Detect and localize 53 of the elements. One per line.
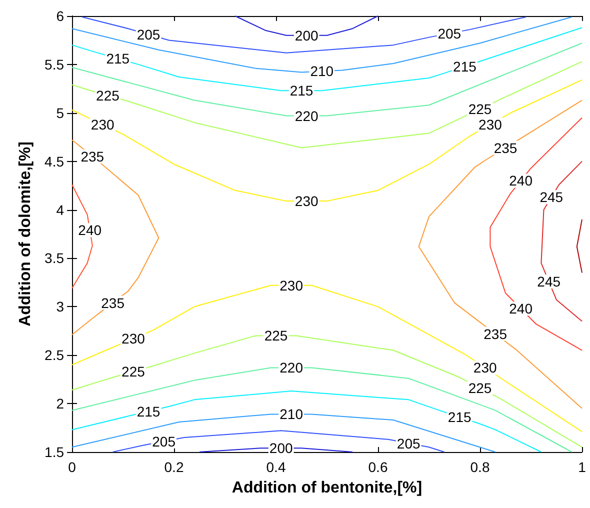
y-tick-label: 2.5 bbox=[44, 347, 64, 364]
x-tick-label: 0.4 bbox=[266, 459, 286, 475]
y-tick-label: 6 bbox=[56, 8, 64, 24]
y-axis-title: Addition of dolomite,[%] bbox=[17, 142, 34, 326]
annotation: 240 bbox=[509, 300, 533, 317]
annotation: 235 bbox=[484, 326, 508, 342]
annotation: 240 bbox=[509, 172, 533, 189]
x-tick-label: 0.6 bbox=[368, 459, 388, 475]
annotation: 210 bbox=[280, 406, 304, 422]
annotation: 235 bbox=[101, 294, 125, 311]
annotation: 215 bbox=[106, 50, 130, 67]
x-tick-label: 0.8 bbox=[470, 459, 490, 475]
annotation: 230 bbox=[473, 360, 497, 376]
x-axis-title: Addition of bentonite,[%] bbox=[232, 480, 422, 496]
annotation: 230 bbox=[280, 277, 304, 294]
annotation: 200 bbox=[294, 27, 318, 44]
annotation: 215 bbox=[448, 409, 472, 426]
annotation: 215 bbox=[453, 58, 477, 74]
annotation: 225 bbox=[264, 328, 288, 344]
y-tick-label: 4 bbox=[56, 202, 64, 218]
annotation: 205 bbox=[136, 26, 160, 42]
annotation: 225 bbox=[468, 101, 492, 118]
y-tick-label: 3 bbox=[56, 298, 64, 315]
x-tick-label: 0.2 bbox=[164, 459, 184, 475]
annotation: 235 bbox=[80, 148, 104, 164]
y-tick-label: 5.5 bbox=[44, 56, 64, 72]
annotation: 215 bbox=[136, 403, 160, 420]
annotation: 205 bbox=[438, 25, 462, 42]
annotation: 230 bbox=[294, 193, 318, 210]
annotation: 220 bbox=[294, 108, 318, 124]
annotation: 215 bbox=[290, 82, 314, 99]
y-tick-label: 3.5 bbox=[44, 250, 64, 266]
annotation: 205 bbox=[152, 433, 176, 450]
y-tick-label: 1.5 bbox=[44, 444, 64, 460]
annotation: 225 bbox=[96, 87, 120, 104]
y-tick-label: 4.5 bbox=[44, 153, 64, 170]
annotation: 235 bbox=[494, 140, 518, 156]
annotation: 225 bbox=[122, 364, 146, 380]
annotation: 205 bbox=[396, 435, 420, 452]
annotation: 230 bbox=[90, 116, 114, 133]
x-tick-label: 0 bbox=[68, 459, 76, 475]
annotation: 210 bbox=[310, 63, 334, 80]
x-tick-label: 1 bbox=[578, 459, 586, 475]
annotation: 225 bbox=[468, 380, 492, 396]
annotation: 240 bbox=[78, 222, 102, 238]
annotation: 200 bbox=[269, 440, 293, 456]
annotation: 245 bbox=[540, 189, 564, 206]
annotation: 230 bbox=[478, 116, 502, 133]
y-tick-label: 2 bbox=[56, 396, 64, 412]
y-tick-label: 5 bbox=[56, 104, 64, 121]
annotation: 220 bbox=[280, 360, 304, 376]
annotation: 245 bbox=[537, 273, 561, 290]
annotation: 230 bbox=[122, 330, 146, 347]
